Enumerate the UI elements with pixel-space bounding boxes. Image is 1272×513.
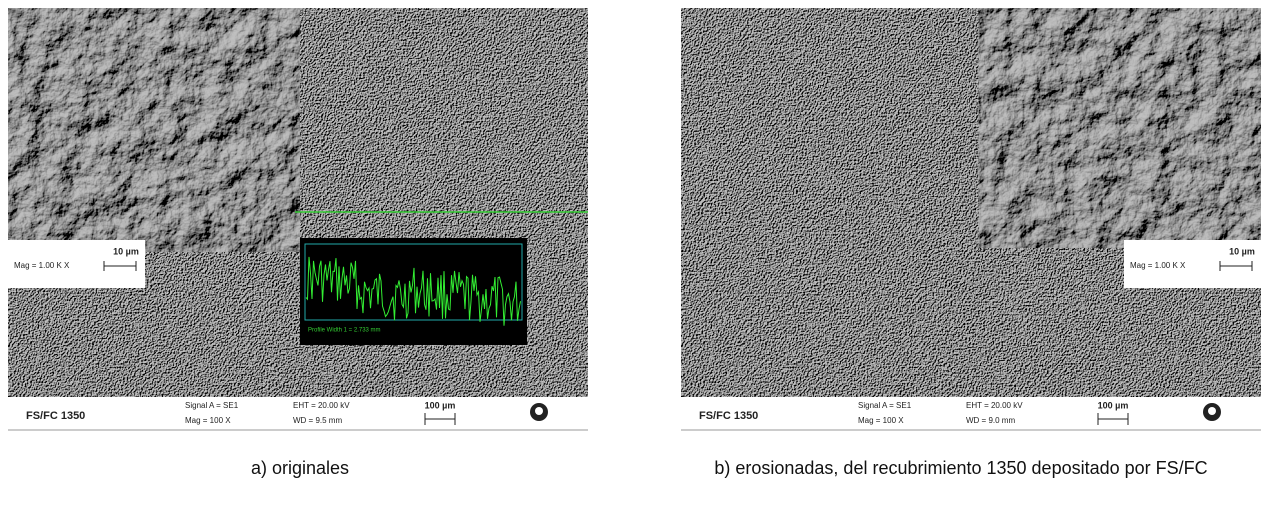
- logo-inner: [1208, 407, 1216, 415]
- info-mag: Mag = 100 X: [858, 416, 904, 425]
- inset-mag: Mag = 1.00 K X: [1130, 261, 1186, 270]
- rough-surface: [8, 8, 300, 252]
- profile-label: Profile Width 1 = 2.733 mm: [308, 328, 381, 334]
- info-signal: Signal A = SE1: [185, 401, 239, 410]
- info-eht: EHT = 20.00 kV: [293, 401, 350, 410]
- inset-scale: 10 µm: [1229, 246, 1255, 256]
- sem-image: 10 µm Mag = 1.00 K X FS/FC 1350 Signal A = …: [681, 8, 1261, 430]
- info-sample: FS/FC 1350: [699, 410, 758, 422]
- logo-inner: [535, 407, 543, 415]
- info-wd: WD = 9.0 mm: [966, 416, 1015, 425]
- caption: a) originales: [100, 455, 500, 481]
- info-mag: Mag = 100 X: [185, 416, 231, 425]
- info-scale: 100 µm: [425, 400, 456, 410]
- sem-image: 10 µm Mag = 1.00 K X FS/FC 1350 Signal A = …: [8, 8, 588, 430]
- caption: b) erosionadas, del recubrimiento 1350 d…: [650, 455, 1272, 481]
- info-sample: FS/FC 1350: [26, 410, 85, 422]
- info-signal: Signal A = SE1: [858, 401, 912, 410]
- texture: [681, 8, 1261, 397]
- inset-scale: 10 µm: [113, 246, 139, 256]
- info-wd: WD = 9.5 mm: [293, 416, 342, 425]
- page: 10 µm Mag = 1.00 K X FS/FC 1350 Signal A = …: [0, 0, 1272, 513]
- inset-mag: Mag = 1.00 K X: [14, 261, 70, 270]
- info-eht: EHT = 20.00 kV: [966, 401, 1023, 410]
- info-scale: 100 µm: [1098, 400, 1129, 410]
- figure: 10 µm Mag = 1.00 K X FS/FC 1350 Signal A = …: [0, 0, 1272, 513]
